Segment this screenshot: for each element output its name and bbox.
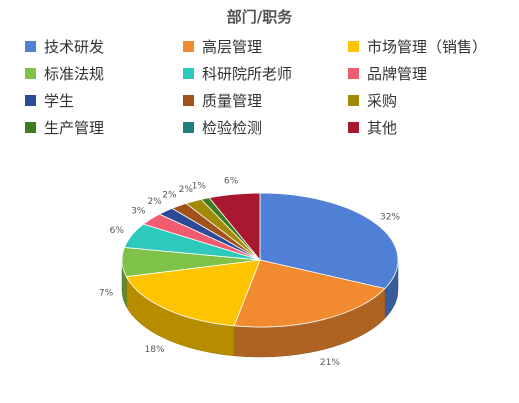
- legend-label: 生产管理: [44, 119, 105, 137]
- data-label: 7%: [99, 289, 114, 299]
- legend-swatch: [183, 122, 194, 133]
- data-label: 6%: [110, 226, 125, 236]
- legend-item[interactable]: 高层管理: [183, 36, 348, 57]
- data-label: 21%: [320, 358, 340, 368]
- legend-item[interactable]: 品牌管理: [348, 63, 518, 84]
- legend-label: 检验检测: [202, 119, 263, 137]
- legend-swatch: [348, 41, 359, 52]
- legend-swatch: [25, 95, 36, 106]
- data-label: 18%: [145, 345, 165, 355]
- legend-label: 技术研发: [44, 38, 105, 56]
- legend-swatch: [25, 68, 36, 79]
- data-label: 2%: [147, 197, 162, 207]
- pie-slice: [208, 192, 261, 262]
- legend-label: 市场管理（销售）: [367, 38, 488, 56]
- data-label: 6%: [224, 176, 239, 186]
- legend: 技术研发 高层管理 市场管理（销售） 标准法规 科研院所老师 品牌管理 学生 质…: [25, 36, 519, 138]
- data-label: 2%: [162, 190, 177, 200]
- data-label: 32%: [380, 213, 400, 223]
- legend-label: 高层管理: [202, 38, 263, 56]
- legend-swatch: [348, 68, 359, 79]
- legend-item[interactable]: 技术研发: [25, 36, 183, 57]
- legend-item[interactable]: 检验检测: [183, 117, 348, 138]
- pie-slice: [125, 259, 261, 327]
- legend-item[interactable]: 采购: [348, 90, 518, 111]
- legend-label: 科研院所老师: [202, 65, 293, 83]
- pie-slice: [233, 259, 386, 328]
- chart-title: 部门/职务: [226, 8, 293, 26]
- legend-label: 学生: [44, 92, 75, 110]
- legend-item[interactable]: 学生: [25, 90, 183, 111]
- legend-swatch: [183, 68, 194, 79]
- data-label: 3%: [131, 206, 146, 216]
- legend-item[interactable]: 科研院所老师: [183, 63, 348, 84]
- legend-item[interactable]: 标准法规: [25, 63, 183, 84]
- legend-label: 质量管理: [202, 92, 263, 110]
- legend-swatch: [183, 41, 194, 52]
- legend-label: 其他: [367, 119, 398, 137]
- legend-item[interactable]: 生产管理: [25, 117, 183, 138]
- legend-swatch: [348, 95, 359, 106]
- legend-label: 采购: [367, 92, 398, 110]
- legend-item[interactable]: 质量管理: [183, 90, 348, 111]
- legend-swatch: [25, 41, 36, 52]
- data-label: 1%: [192, 182, 207, 192]
- data-label: 2%: [179, 185, 194, 195]
- legend-item[interactable]: 其他: [348, 117, 518, 138]
- legend-swatch: [183, 95, 194, 106]
- legend-swatch: [25, 122, 36, 133]
- pie-slice: [259, 192, 399, 289]
- legend-swatch: [348, 122, 359, 133]
- legend-label: 标准法规: [44, 65, 105, 83]
- legend-label: 品牌管理: [367, 65, 428, 83]
- legend-item[interactable]: 市场管理（销售）: [348, 36, 518, 57]
